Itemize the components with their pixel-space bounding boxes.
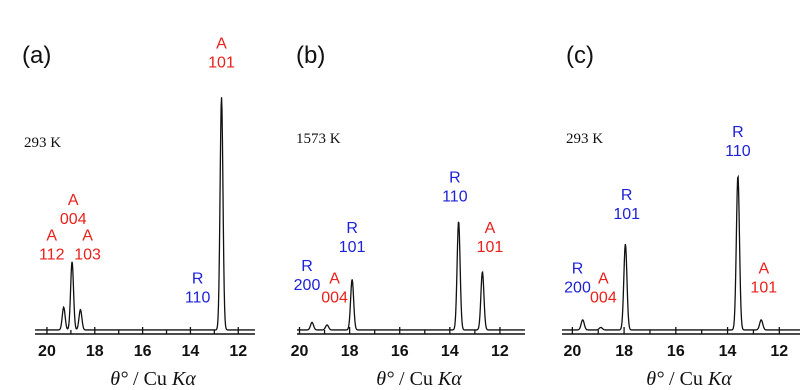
x-axis-label: θ° / Cu Kα — [376, 368, 462, 390]
temperature-label: 293 K — [566, 131, 603, 147]
peak-phase-label: R — [732, 124, 744, 141]
peak-phase-label: A — [485, 220, 496, 237]
peak-hkl-label: 112 — [39, 247, 65, 264]
x-tick-label: 12 — [770, 343, 788, 360]
panel-label: (b) — [296, 42, 325, 69]
x-axis-label-source: / Cu — [664, 368, 708, 390]
x-tick-label: 18 — [341, 343, 359, 360]
x-axis-label-source: / Cu — [128, 368, 172, 390]
peak-hkl-label: 004 — [590, 290, 617, 307]
x-axis-label-kalpha: Kα — [171, 368, 196, 390]
peak-hkl-label: 110 — [185, 290, 211, 307]
peak-hkl-label: 101 — [750, 280, 777, 297]
x-tick-label: 20 — [38, 343, 56, 360]
peak-phase-label: R — [192, 271, 204, 288]
peak-phase-label: R — [346, 220, 358, 237]
x-tick-label: 20 — [563, 343, 581, 360]
x-tick-label: 12 — [229, 343, 247, 360]
peak-hkl-label: 004 — [321, 290, 348, 307]
peak-phase-label: R — [449, 169, 461, 186]
x-tick-label: 18 — [86, 343, 104, 360]
x-axis-label-kalpha: Kα — [707, 368, 732, 390]
panel-label: (c) — [566, 42, 594, 69]
peak-phase-label: R — [621, 187, 633, 204]
peak-hkl-label: 101 — [477, 239, 504, 256]
peak-phase-label: R — [572, 261, 584, 278]
peak-hkl-label: 200 — [294, 277, 321, 294]
peak-phase-label: A — [216, 35, 227, 52]
x-axis-label-theta: θ° — [646, 368, 664, 390]
peak-phase-label: A — [82, 228, 93, 245]
peak-hkl-label: 101 — [339, 239, 366, 256]
x-tick-label: 20 — [291, 343, 309, 360]
peak-hkl-label: 200 — [564, 280, 591, 297]
x-axis-label-theta: θ° — [110, 368, 128, 390]
peak-hkl-label: 110 — [725, 143, 751, 160]
x-axis-label-source: / Cu — [394, 368, 438, 390]
peak-phase-label: R — [301, 258, 313, 275]
x-tick-label: 16 — [667, 343, 685, 360]
peak-hkl-label: 110 — [442, 188, 468, 205]
xrd-trace-0 — [35, 97, 255, 331]
peak-hkl-label: 101 — [613, 206, 640, 223]
x-tick-label: 14 — [441, 343, 459, 360]
x-axis-label: θ° / Cu Kα — [646, 368, 732, 390]
xrd-trace-2 — [562, 174, 800, 331]
peak-hkl-label: 103 — [74, 247, 101, 264]
x-tick-label: 14 — [182, 343, 200, 360]
x-tick-label: 16 — [134, 343, 152, 360]
xrd-trace-1 — [297, 221, 525, 331]
x-tick-label: 18 — [615, 343, 633, 360]
x-axis-label-theta: θ° — [376, 368, 394, 390]
x-axis-label-kalpha: Kα — [437, 368, 462, 390]
panel-label: (a) — [22, 42, 51, 69]
peak-phase-label: A — [758, 261, 769, 278]
peak-phase-label: A — [68, 192, 79, 209]
temperature-label: 293 K — [24, 135, 61, 151]
peak-phase-label: A — [598, 271, 609, 288]
x-tick-label: 12 — [491, 343, 509, 360]
x-axis-label: θ° / Cu Kα — [110, 368, 196, 390]
peak-phase-label: A — [329, 271, 340, 288]
peak-phase-label: A — [46, 228, 57, 245]
x-tick-label: 16 — [391, 343, 409, 360]
x-tick-label: 14 — [719, 343, 737, 360]
temperature-label: 1573 K — [296, 131, 341, 147]
peak-hkl-label: 101 — [208, 54, 235, 71]
peak-hkl-label: 004 — [60, 211, 87, 228]
